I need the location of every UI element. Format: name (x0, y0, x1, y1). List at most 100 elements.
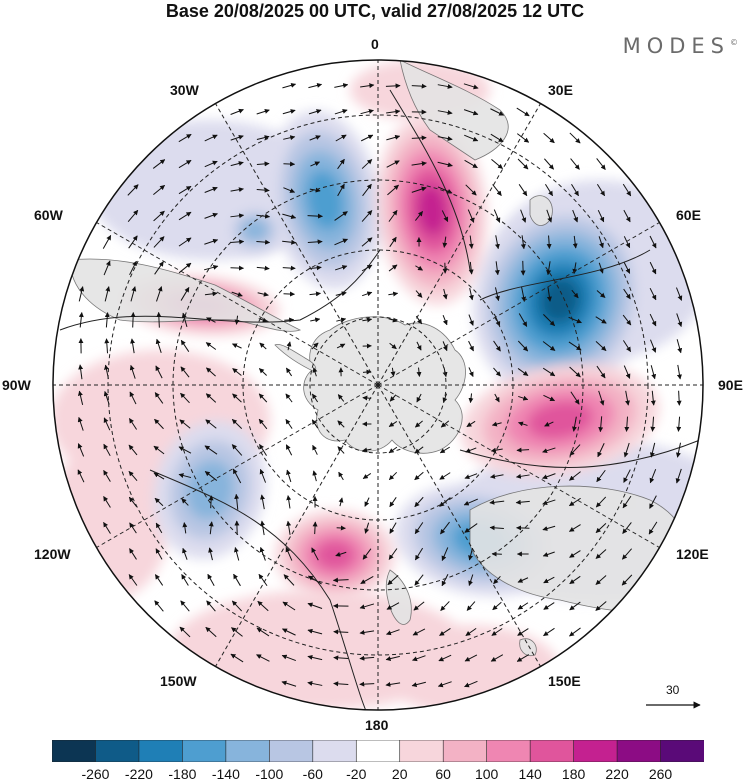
meridians (53, 60, 703, 710)
wind-arrow (361, 237, 373, 247)
wind-arrow (259, 443, 267, 456)
wind-arrow (439, 472, 451, 480)
wind-arrow (569, 444, 581, 456)
wind-arrow (338, 471, 344, 481)
wind-arrow (335, 134, 347, 142)
wind-arrow (360, 109, 374, 115)
wind-arrow (493, 575, 501, 585)
wind-arrow (490, 473, 504, 479)
wind-arrow (77, 469, 85, 483)
wind-arrow (385, 83, 401, 89)
wind-arrow (336, 525, 346, 531)
wind-arrow (179, 419, 191, 429)
wind-arrow (232, 343, 242, 349)
lon-label-30w: 30W (170, 82, 199, 98)
colorbar-tick-label: 180 (561, 766, 586, 782)
lon-label-60w: 60W (34, 207, 63, 223)
wind-arrow (230, 108, 244, 115)
wind-arrow (437, 161, 453, 168)
wind-arrow (307, 602, 323, 609)
wind-arrow (491, 421, 502, 427)
wind-arrow (546, 286, 552, 302)
wind-arrow (308, 109, 322, 115)
lon-label-60e: 60E (676, 207, 701, 223)
wind-arrow (624, 416, 630, 432)
wind-arrow (311, 547, 319, 561)
meridian-line (377, 103, 541, 386)
wind-arrow (542, 525, 556, 531)
wind-arrow (337, 446, 345, 454)
wind-arrow (129, 391, 137, 405)
wind-arrow (334, 238, 348, 246)
wind-arrow (463, 109, 479, 116)
wind-arrow (415, 290, 423, 298)
wind-arrow (595, 601, 607, 611)
wind-arrow (181, 498, 189, 506)
wind-arrow (334, 211, 348, 221)
wind-arrow (464, 134, 479, 142)
wind-arrow (154, 497, 164, 507)
wind-arrow (231, 444, 243, 456)
wind-arrow (128, 418, 138, 430)
wind-arrow (153, 184, 165, 196)
wind-arrow (437, 110, 453, 115)
wind-arrow (389, 497, 397, 508)
wind-arrow (596, 365, 606, 379)
wind-arrow (311, 342, 319, 350)
wind-arrow (155, 522, 163, 534)
wind-arrow (156, 311, 162, 328)
wind-arrow (232, 468, 242, 484)
wind-arrow (231, 291, 243, 297)
vector-scale-arrow (646, 701, 701, 709)
wind-arrow (543, 576, 555, 584)
wind-arrow (623, 469, 631, 483)
wind-arrow (333, 681, 349, 687)
wind-arrow (542, 473, 556, 480)
wind-arrow (154, 574, 164, 586)
wind-arrow (181, 312, 188, 328)
anomaly-center-pos-south-165w (275, 510, 395, 600)
wind-arrow (205, 342, 217, 350)
wind-arrow (415, 265, 424, 271)
wind-arrow (622, 314, 632, 326)
logo-text: MODES (622, 34, 730, 58)
wind-arrow (154, 418, 164, 430)
wind-arrow (386, 629, 400, 636)
wind-arrow (649, 235, 657, 249)
meridian-line (96, 222, 379, 386)
lon-label-150w: 150W (160, 673, 197, 689)
wind-arrow (437, 84, 453, 89)
wind-arrow (130, 338, 136, 354)
wind-arrow (78, 286, 85, 302)
wind-arrow (103, 469, 111, 482)
wind-arrow (622, 495, 632, 509)
wind-arrow (465, 184, 477, 196)
wind-arrow (649, 313, 657, 327)
wind-arrow (337, 183, 345, 197)
wind-arrow (230, 653, 244, 663)
wind-arrow (464, 654, 478, 662)
wind-arrow (205, 393, 217, 403)
wind-arrow (337, 158, 345, 170)
wind-arrow (281, 680, 297, 687)
wind-arrow (259, 342, 267, 350)
wind-arrow (412, 655, 426, 662)
wind-arrow (623, 365, 631, 379)
wind-arrow (494, 261, 500, 276)
wind-arrow (286, 520, 292, 535)
wind-arrow (387, 184, 399, 196)
wind-arrow (439, 446, 450, 454)
wind-arrow (285, 444, 293, 456)
wind-arrow (361, 159, 373, 169)
lon-label-120e: 120E (676, 546, 709, 562)
wind-arrow (595, 316, 607, 324)
wind-arrow (129, 522, 137, 534)
wind-arrow (310, 161, 321, 167)
wind-arrow (648, 521, 658, 535)
wind-arrow (231, 627, 243, 637)
wind-arrow (414, 211, 424, 221)
wind-arrow (364, 522, 370, 534)
wind-arrow (413, 601, 425, 611)
wind-arrow (515, 473, 530, 479)
wind-arrow (595, 496, 607, 508)
